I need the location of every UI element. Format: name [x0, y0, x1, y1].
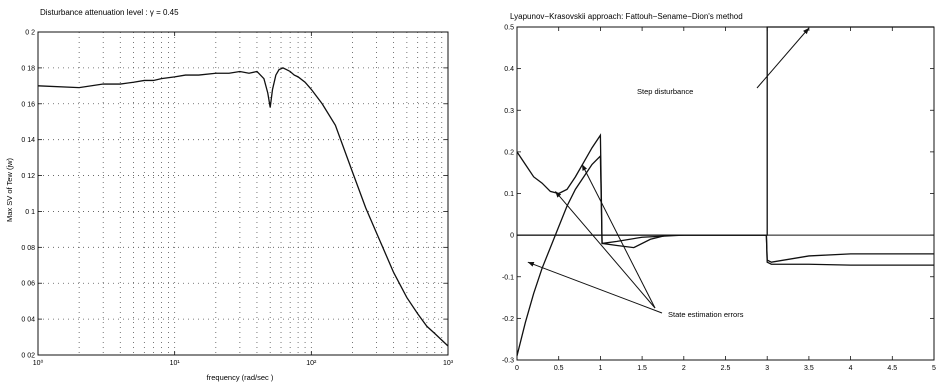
- right-x-tick-label: 4: [849, 365, 853, 372]
- arrow-state-error-3: [527, 261, 663, 314]
- left-y-tick-label: 0 14: [21, 137, 35, 144]
- right-y-tick-label: 0.3: [504, 108, 514, 115]
- right-x-tick-label: 4.5: [887, 365, 897, 372]
- arrow-state-error-3-head: [527, 261, 535, 267]
- left-y-tick-label: 0 06: [21, 281, 35, 288]
- arrow-state-error-2-shaft: [581, 164, 656, 309]
- left-y-tick-label: 0 04: [21, 317, 35, 324]
- left-y-tick-label: 0 16: [21, 101, 35, 108]
- left-y-axis-label: Max SV of Tew (jw): [5, 157, 14, 222]
- right-x-tick-label: 5: [932, 365, 936, 372]
- arrow-state-error-3-shaft: [527, 261, 663, 314]
- arrow-state-error-1-shaft: [554, 191, 656, 309]
- right-x-tick-label: 2.5: [721, 365, 731, 372]
- left-y-tick-label: 0 2: [25, 30, 35, 37]
- right-series-2-line: [516, 133, 934, 263]
- arrow-state-error-2-head: [582, 164, 587, 171]
- arrow-step-disturbance-head: [803, 28, 809, 35]
- left-plot-frame: [37, 31, 449, 356]
- arrow-step-disturbance-shaft: [756, 27, 810, 89]
- left-x-tick-label: 10²: [306, 360, 317, 367]
- right-x-tick-label: 3: [765, 365, 769, 372]
- left-chart: Disturbance attenuation level : γ = 0.45…: [5, 8, 454, 382]
- left-y-tick-label: 0 08: [21, 245, 35, 252]
- right-y-tick-label: 0: [510, 233, 514, 240]
- right-series-3-line: [516, 154, 934, 356]
- left-x-tick-label: 10³: [443, 360, 454, 367]
- right-y-tick-label: 0.5: [504, 25, 514, 32]
- left-y-tick-label: 0 02: [21, 353, 35, 360]
- right-y-tick-label: -0.3: [502, 358, 514, 365]
- left-y-tick-label: 0 1: [25, 209, 35, 216]
- arrow-state-error-1-head: [555, 191, 562, 198]
- right-x-tick-label: 3.5: [804, 365, 814, 372]
- right-series-1-line: [517, 26, 934, 236]
- annotation-state-estimation-errors: State estimation errors: [668, 310, 744, 319]
- right-x-tick-label: 1.5: [637, 365, 647, 372]
- right-x-tick-label: 1: [598, 365, 602, 372]
- left-series-1-line: [37, 67, 449, 347]
- right-x-tick-label: 0: [515, 365, 519, 372]
- left-y-tick-label: 0 12: [21, 173, 35, 180]
- left-y-tick-label: 0 18: [21, 65, 35, 72]
- arrow-state-error-2: [581, 164, 656, 309]
- left-x-tick-label: 10¹: [170, 360, 181, 367]
- right-y-tick-label: -0.2: [502, 316, 514, 323]
- left-x-tick-label: 10⁰: [33, 359, 44, 367]
- left-chart-title: Disturbance attenuation level : γ = 0.45: [40, 8, 179, 17]
- annotation-step-disturbance: Step disturbance: [637, 87, 693, 96]
- right-y-tick-label: 0.2: [504, 149, 514, 156]
- right-y-tick-label: 0.1: [504, 191, 514, 198]
- left-grid: [38, 32, 448, 355]
- right-y-tick-label: -0.1: [502, 274, 514, 281]
- arrow-state-error-1: [554, 191, 656, 309]
- right-chart: Lyapunov−Krasovskii approach: Fattouh−Se…: [502, 12, 936, 372]
- right-x-tick-label: 2: [682, 365, 686, 372]
- left-x-axis-label: frequency (rad/sec ): [207, 373, 274, 382]
- arrow-step-disturbance: [756, 27, 810, 89]
- right-chart-title: Lyapunov−Krasovskii approach: Fattouh−Se…: [510, 12, 743, 21]
- right-y-tick-label: 0.4: [504, 66, 514, 73]
- right-x-tick-label: 0.5: [554, 365, 564, 372]
